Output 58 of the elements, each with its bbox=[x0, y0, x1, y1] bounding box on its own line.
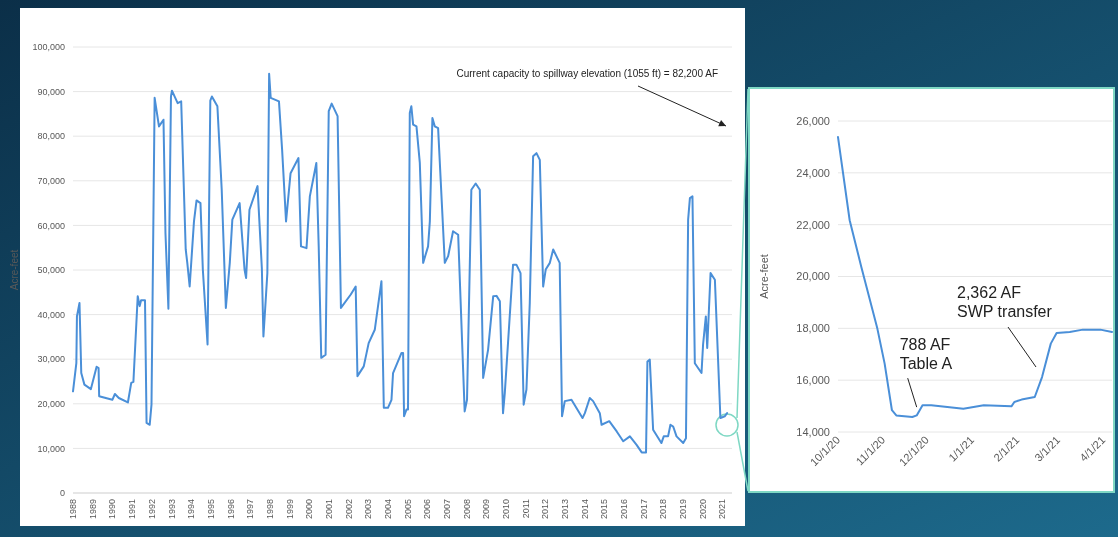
y-tick-label: 30,000 bbox=[37, 354, 65, 365]
x-tick-label: 2000 bbox=[304, 499, 315, 520]
y-axis-title: Acre-feet bbox=[9, 249, 20, 291]
y-tick-label: 18,000 bbox=[796, 322, 830, 335]
x-tick-label: 2002 bbox=[343, 499, 354, 520]
x-tick-label: 2014 bbox=[579, 499, 590, 520]
y-tick-label: 10,000 bbox=[37, 443, 65, 454]
x-tick-label: 2012 bbox=[540, 499, 551, 520]
x-tick-label: 1991 bbox=[127, 499, 138, 520]
y-tick-label: 50,000 bbox=[37, 265, 65, 276]
x-tick-label: 1996 bbox=[225, 499, 236, 520]
x-tick-label: 2007 bbox=[441, 499, 452, 520]
y-tick-label: 90,000 bbox=[37, 86, 65, 97]
y-tick-label: 100,000 bbox=[32, 42, 65, 53]
y-tick-label: 70,000 bbox=[37, 175, 65, 186]
x-tick-label: 1994 bbox=[186, 499, 197, 520]
x-tick-label: 2020 bbox=[697, 499, 708, 520]
annotation: 788 AF Table A bbox=[899, 336, 953, 373]
x-tick-label: 1988 bbox=[68, 499, 79, 520]
x-tick-label: 1992 bbox=[146, 499, 157, 520]
line-series bbox=[837, 136, 1113, 418]
x-tick-label: 2006 bbox=[422, 499, 433, 520]
x-tick-label: 2009 bbox=[481, 499, 492, 520]
y-tick-label: 60,000 bbox=[37, 220, 65, 231]
y-tick-label: 20,000 bbox=[796, 270, 830, 283]
x-tick-label: 2011 bbox=[520, 499, 531, 519]
x-tick-label: 1998 bbox=[264, 499, 275, 520]
x-tick-label: 2003 bbox=[363, 499, 374, 520]
x-tick-label: 2017 bbox=[638, 499, 649, 520]
x-tick-label: 2001 bbox=[323, 499, 334, 520]
x-tick-label: 2008 bbox=[461, 499, 472, 520]
y-tick-label: 80,000 bbox=[37, 131, 65, 142]
x-tick-label: 1993 bbox=[166, 499, 177, 520]
y-tick-label: 22,000 bbox=[796, 218, 830, 231]
y-axis-title: Acre-feet bbox=[758, 254, 770, 299]
y-tick-label: 26,000 bbox=[796, 114, 830, 127]
x-tick-label: 2010 bbox=[500, 499, 511, 520]
y-tick-label: 40,000 bbox=[37, 309, 65, 320]
x-tick-label: 1995 bbox=[205, 499, 216, 520]
y-tick-label: 0 bbox=[59, 488, 65, 499]
x-tick-label: 2004 bbox=[382, 499, 393, 520]
x-tick-label: 2005 bbox=[402, 499, 413, 520]
x-tick-label: 2013 bbox=[559, 499, 570, 520]
x-tick-label: 2019 bbox=[677, 499, 688, 520]
x-tick-label: 1997 bbox=[245, 499, 256, 520]
x-tick-label: 2015 bbox=[599, 499, 610, 520]
annotation: 2,362 AF SWP transfer bbox=[957, 284, 1053, 321]
y-tick-label: 14,000 bbox=[796, 425, 830, 438]
annotation: Current capacity to spillway elevation (1055 ft) = 82,200 AF bbox=[456, 68, 718, 79]
x-tick-label: 1999 bbox=[284, 499, 295, 520]
x-tick-label: 1989 bbox=[87, 499, 98, 520]
y-tick-label: 24,000 bbox=[796, 166, 830, 179]
x-tick-label: 1990 bbox=[107, 499, 118, 520]
x-tick-label: 2016 bbox=[618, 499, 629, 520]
y-tick-label: 16,000 bbox=[796, 374, 830, 387]
x-tick-label: 2021 bbox=[717, 499, 728, 520]
x-tick-label: 2018 bbox=[658, 499, 669, 520]
y-tick-label: 20,000 bbox=[37, 398, 65, 409]
